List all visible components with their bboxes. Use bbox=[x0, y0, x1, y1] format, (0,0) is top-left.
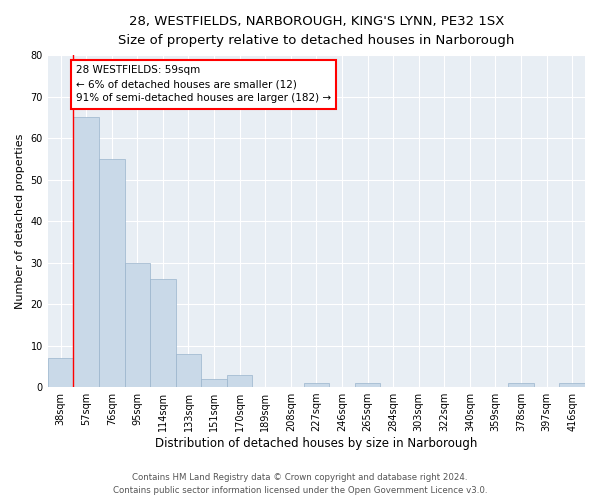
Bar bbox=[227, 374, 253, 387]
Bar bbox=[201, 379, 227, 387]
Bar bbox=[150, 279, 176, 387]
Y-axis label: Number of detached properties: Number of detached properties bbox=[15, 134, 25, 309]
Text: Contains HM Land Registry data © Crown copyright and database right 2024.
Contai: Contains HM Land Registry data © Crown c… bbox=[113, 474, 487, 495]
Bar bbox=[48, 358, 73, 387]
Bar bbox=[176, 354, 201, 387]
Bar bbox=[508, 383, 534, 387]
Bar bbox=[125, 262, 150, 387]
X-axis label: Distribution of detached houses by size in Narborough: Distribution of detached houses by size … bbox=[155, 437, 478, 450]
Title: 28, WESTFIELDS, NARBOROUGH, KING'S LYNN, PE32 1SX
Size of property relative to d: 28, WESTFIELDS, NARBOROUGH, KING'S LYNN,… bbox=[118, 15, 515, 47]
Bar bbox=[559, 383, 585, 387]
Bar bbox=[304, 383, 329, 387]
Bar bbox=[355, 383, 380, 387]
Text: 28 WESTFIELDS: 59sqm
← 6% of detached houses are smaller (12)
91% of semi-detach: 28 WESTFIELDS: 59sqm ← 6% of detached ho… bbox=[76, 66, 331, 104]
Bar bbox=[99, 159, 125, 387]
Bar bbox=[73, 118, 99, 387]
